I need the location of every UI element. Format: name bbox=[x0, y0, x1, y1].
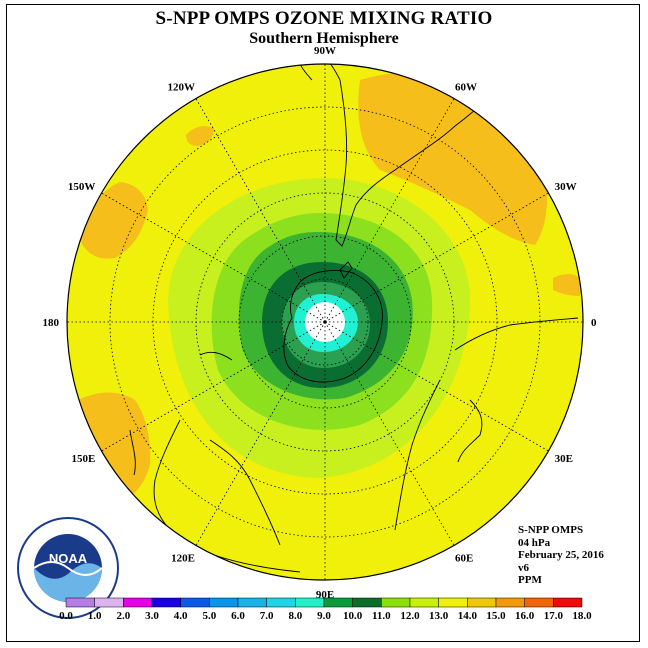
map-subtitle: Southern Hemisphere bbox=[249, 30, 399, 47]
meridian-line bbox=[101, 192, 326, 323]
longitude-label: 30W bbox=[555, 181, 577, 193]
longitude-label: 0 bbox=[591, 317, 597, 329]
ozone-level-13-14-small bbox=[186, 126, 214, 146]
map-boundary bbox=[66, 63, 584, 581]
meridian-line bbox=[195, 98, 326, 323]
logo-text: NOAA bbox=[49, 551, 88, 566]
longitude-label: 30E bbox=[555, 453, 573, 465]
info-version: v6 bbox=[518, 561, 529, 574]
figure-frame bbox=[6, 4, 640, 642]
info-level: 04 hPa bbox=[518, 536, 551, 549]
longitude-label: 120E bbox=[171, 553, 195, 565]
meridian-line bbox=[101, 321, 326, 452]
info-instrument: S-NPP OMPS bbox=[518, 524, 584, 536]
info-block: S-NPP OMPS 04 hPa February 25, 2016 v6 P… bbox=[518, 524, 604, 587]
longitude-label: 60W bbox=[455, 81, 477, 93]
meridian-line bbox=[324, 192, 549, 323]
noaa-logo-icon: NOAA bbox=[17, 517, 119, 619]
longitude-label: 90W bbox=[314, 45, 336, 57]
longitude-label: 150E bbox=[72, 453, 96, 465]
info-units: PPM bbox=[518, 574, 542, 586]
info-date: February 25, 2016 bbox=[518, 549, 604, 561]
meridian-line bbox=[324, 98, 455, 323]
longitude-label: 120W bbox=[168, 81, 196, 93]
longitude-label: 60E bbox=[455, 553, 473, 565]
meridian-line bbox=[195, 321, 326, 546]
longitude-label: 90E bbox=[316, 589, 334, 601]
ozone-field bbox=[67, 64, 583, 580]
ozone-level-13-14-east bbox=[553, 274, 580, 296]
meridian-line bbox=[324, 321, 455, 546]
longitude-label: 150W bbox=[68, 181, 96, 193]
longitude-label: 180 bbox=[43, 317, 60, 329]
south-pole-marker bbox=[323, 320, 327, 324]
map-title: S-NPP OMPS OZONE MIXING RATIO bbox=[155, 8, 493, 29]
